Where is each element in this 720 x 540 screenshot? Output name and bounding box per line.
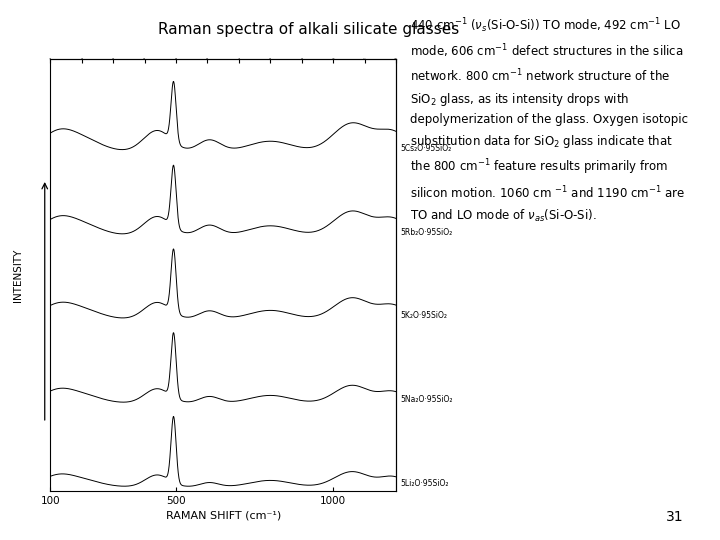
Text: 5Na₂O·95SiO₂: 5Na₂O·95SiO₂	[401, 395, 453, 404]
X-axis label: RAMAN SHIFT (cm⁻¹): RAMAN SHIFT (cm⁻¹)	[166, 510, 281, 521]
Text: INTENSITY: INTENSITY	[13, 249, 23, 302]
Text: 5K₂O·95SiO₂: 5K₂O·95SiO₂	[401, 312, 448, 320]
Text: 5Rb₂O·95SiO₂: 5Rb₂O·95SiO₂	[401, 228, 453, 237]
Text: 31: 31	[667, 510, 684, 524]
Text: 5Cs₂O·95SiO₂: 5Cs₂O·95SiO₂	[401, 144, 452, 153]
Text: 440 cm$^{-1}$ ($\nu_s$(Si-O-Si)) TO mode, 492 cm$^{-1}$ LO
mode, 606 cm$^{-1}$ d: 440 cm$^{-1}$ ($\nu_s$(Si-O-Si)) TO mode…	[410, 16, 688, 224]
Text: Raman spectra of alkali silicate glasses: Raman spectra of alkali silicate glasses	[158, 22, 459, 37]
Text: 5Li₂O·95SiO₂: 5Li₂O·95SiO₂	[401, 479, 449, 488]
